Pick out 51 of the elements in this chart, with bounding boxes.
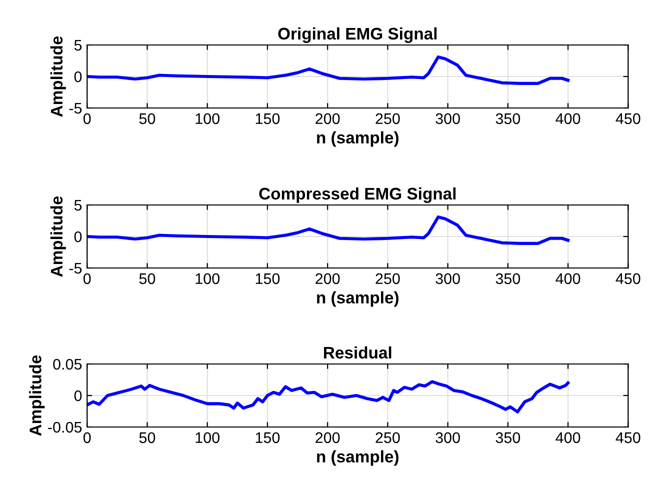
x-tick-label: 200 [316, 273, 340, 284]
x-tick-label: 300 [436, 273, 460, 284]
x-tick-label: 0 [83, 273, 91, 284]
line-series [87, 55, 570, 85]
chart-title: Original EMG Signal [278, 27, 437, 43]
x-tick-label: 100 [196, 273, 220, 284]
x-tick-label: 100 [196, 113, 220, 124]
x-tick-label: 50 [139, 273, 156, 284]
x-tick-label: 200 [316, 432, 340, 444]
y-tick-label: 5 [74, 200, 82, 211]
x-axis-title: n (sample) [317, 291, 398, 307]
x-tick-label: 450 [616, 113, 640, 124]
x-tick-label: 300 [436, 113, 460, 124]
y-axis-title: Amplitude [29, 355, 45, 436]
x-tick-label: 250 [376, 113, 400, 124]
y-tick-label: 5 [74, 40, 82, 51]
x-tick-label: 250 [376, 432, 400, 444]
y-tick-label: 0.05 [53, 358, 82, 370]
x-tick-label: 350 [496, 273, 520, 284]
y-tick-label: 0 [74, 231, 82, 242]
x-tick-label: 350 [496, 113, 520, 124]
x-tick-label: 0 [83, 432, 91, 444]
x-axis-title: n (sample) [317, 131, 398, 147]
x-tick-label: 350 [496, 432, 520, 444]
y-tick-label: -5 [69, 103, 82, 114]
x-tick-label: 400 [556, 113, 580, 124]
x-tick-label: 400 [556, 273, 580, 284]
x-tick-label: 250 [376, 273, 400, 284]
y-tick-label: -5 [69, 263, 82, 274]
line-series [87, 215, 570, 245]
y-tick-label: 0 [74, 390, 82, 402]
x-tick-label: 100 [196, 432, 220, 444]
x-tick-label: 200 [316, 113, 340, 124]
x-tick-label: 400 [556, 432, 580, 444]
x-tick-label: 300 [436, 432, 460, 444]
x-tick-label: 150 [256, 432, 280, 444]
y-axis-title: Amplitude [50, 36, 66, 117]
chart-title: Compressed EMG Signal [259, 187, 456, 203]
x-tick-label: 450 [616, 273, 640, 284]
x-tick-label: 150 [256, 273, 280, 284]
x-tick-label: 0 [83, 113, 91, 124]
x-tick-label: 150 [256, 113, 280, 124]
x-axis-title: n (sample) [317, 450, 398, 466]
y-tick-label: -0.05 [48, 422, 82, 433]
chart-title: Residual [324, 346, 392, 359]
y-tick-label: 0 [74, 71, 82, 82]
y-axis-title: Amplitude [50, 196, 66, 277]
line-series [87, 380, 570, 414]
x-tick-label: 50 [139, 432, 156, 444]
x-tick-label: 450 [616, 432, 640, 444]
x-tick-label: 50 [139, 113, 156, 124]
